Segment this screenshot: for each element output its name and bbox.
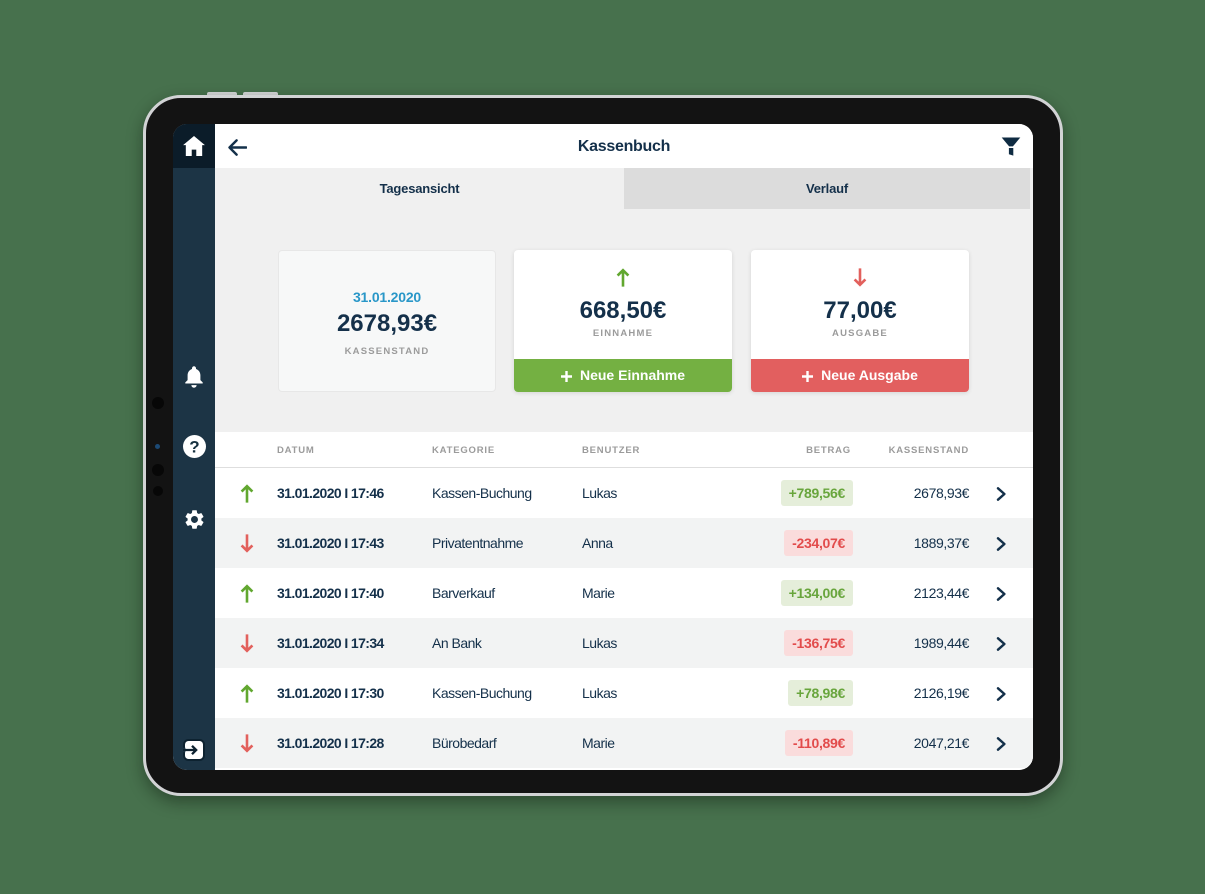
svg-text:?: ?	[189, 438, 199, 457]
